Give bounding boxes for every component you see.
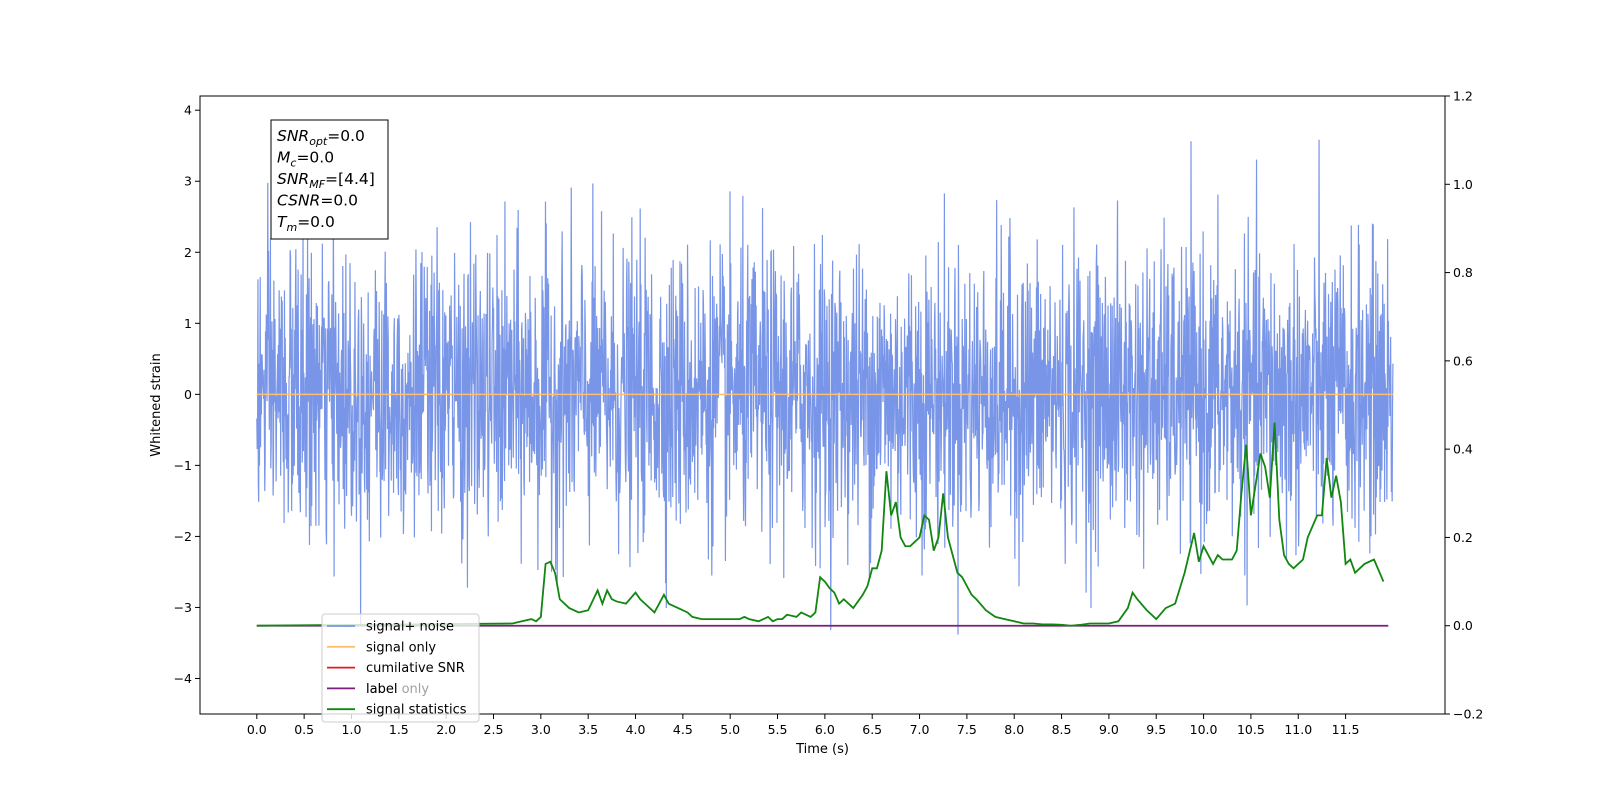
legend-label: signal statistics xyxy=(366,703,467,718)
info-symbol: SNR xyxy=(277,170,309,188)
x-tick-label: 2.0 xyxy=(436,722,456,737)
x-axis-label: Time (s) xyxy=(795,742,849,757)
series-signal-noise xyxy=(256,139,1394,635)
y-tick-label: −3 xyxy=(174,600,192,615)
x-tick-label: 7.0 xyxy=(910,722,930,737)
x-tick-label: 9.5 xyxy=(1146,722,1166,737)
x-tick-label: 2.5 xyxy=(484,722,504,737)
y-tick-label: 2 xyxy=(184,245,192,260)
x-tick-label: 3.5 xyxy=(578,722,598,737)
x-tick-label: 1.5 xyxy=(389,722,409,737)
info-symbol: T xyxy=(277,213,288,231)
x-tick-label: 6.5 xyxy=(862,722,882,737)
info-symbol: SNR xyxy=(277,127,309,145)
info-symbol: CSNR xyxy=(277,192,320,210)
x-tick-label: 3.0 xyxy=(531,722,551,737)
y2-tick-label: 1.2 xyxy=(1453,89,1473,104)
x-tick-label: 0.5 xyxy=(294,722,314,737)
x-tick-label: 5.0 xyxy=(720,722,740,737)
y-tick-label: 3 xyxy=(184,174,192,189)
x-tick-label: 0.0 xyxy=(247,722,267,737)
x-tick-label: 5.5 xyxy=(768,722,788,737)
y-tick-label: 1 xyxy=(184,316,192,331)
x-tick-label: 7.5 xyxy=(957,722,977,737)
legend-label: label xyxy=(366,682,397,697)
x-tick-label: 11.5 xyxy=(1332,722,1360,737)
y-tick-label: 0 xyxy=(184,387,192,402)
y2-tick-label: 0.4 xyxy=(1453,442,1473,457)
x-tick-label: 10.5 xyxy=(1237,722,1265,737)
y-axis-left: 4 3 2 1 0 −1 −2 −3 −4 xyxy=(174,103,200,686)
info-line: CSNR=0.0 xyxy=(277,192,358,210)
y2-tick-label: 0.0 xyxy=(1453,618,1473,633)
info-line: Mc=0.0 xyxy=(277,149,334,170)
x-tick-label: 8.5 xyxy=(1052,722,1072,737)
x-tick-label: 10.0 xyxy=(1190,722,1218,737)
info-value: =0.0 xyxy=(296,149,334,167)
info-symbol: M xyxy=(277,149,290,167)
series-signal-statistics-line xyxy=(256,422,1385,627)
info-value: =0.0 xyxy=(327,127,365,145)
info-subscript: m xyxy=(286,221,297,234)
y2-tick-label: −0.2 xyxy=(1453,707,1483,722)
y-axis-label: Whitened strain xyxy=(149,353,164,456)
y-tick-label: −4 xyxy=(174,671,192,686)
x-tick-label: 4.5 xyxy=(673,722,693,737)
info-line: SNRopt=0.0 xyxy=(277,127,365,148)
y2-tick-label: 0.6 xyxy=(1453,353,1473,368)
y2-tick-label: 0.8 xyxy=(1453,265,1473,280)
plot-frame xyxy=(199,95,1446,715)
y2-tick-label: 1.0 xyxy=(1453,177,1473,192)
legend-label: signal only xyxy=(366,640,436,655)
legend-overlap-text: label only xyxy=(366,682,429,697)
x-tick-label: 6.0 xyxy=(815,722,835,737)
info-box: SNRopt=0.0Mc=0.0SNRMF=[4.4]CSNR=0.0Tm=0.… xyxy=(270,119,389,240)
y-tick-label: 4 xyxy=(184,103,192,118)
info-line: Tm=0.0 xyxy=(277,213,335,234)
info-line: SNRMF=[4.4] xyxy=(277,170,375,191)
x-tick-label: 9.0 xyxy=(1099,722,1119,737)
info-box-frame xyxy=(270,119,389,240)
info-value: =[4.4] xyxy=(325,170,375,188)
info-subscript: opt xyxy=(309,135,328,148)
legend-label: signal+ noise xyxy=(366,620,454,635)
info-value: =0.0 xyxy=(320,192,358,210)
x-tick-label: 4.0 xyxy=(626,722,646,737)
info-value: =0.0 xyxy=(297,213,335,231)
info-subscript: MF xyxy=(309,178,325,191)
legend: label only signal+ noise signal only cumil… xyxy=(321,613,480,723)
legend-label: cumilative SNR xyxy=(366,661,465,676)
x-tick-label: 11.0 xyxy=(1284,722,1312,737)
signal-noise-line xyxy=(256,139,1394,635)
info-subscript: c xyxy=(290,157,296,170)
x-axis: 0.0 0.5 1.0 1.5 2.0 2.5 3.0 3.5 4.0 4.5 5.0 5.5 6.0 6… xyxy=(247,714,1360,737)
y-tick-label: −2 xyxy=(174,529,192,544)
y-tick-label: −1 xyxy=(174,458,192,473)
y-axis-right: 1.2 1.0 0.8 0.6 0.4 0.2 0.0 −0.2 xyxy=(1445,89,1483,722)
x-tick-label: 1.0 xyxy=(342,722,362,737)
legend-frame xyxy=(321,613,480,723)
y2-tick-label: 0.2 xyxy=(1453,530,1473,545)
x-tick-label: 8.0 xyxy=(1004,722,1024,737)
